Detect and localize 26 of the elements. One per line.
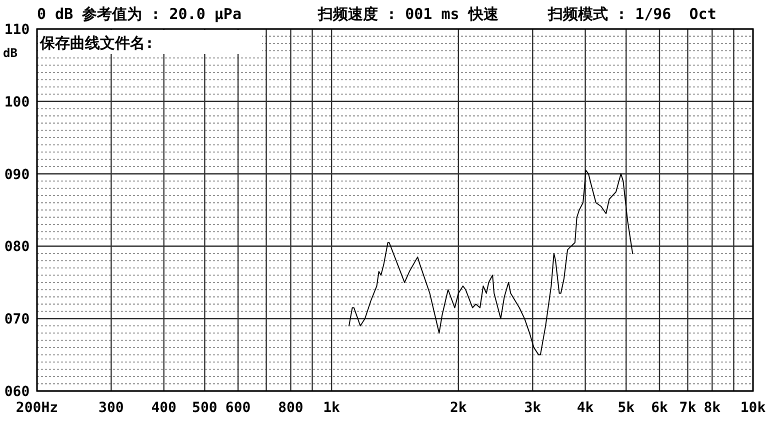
x-tick-label: 10k (740, 400, 766, 416)
x-tick-label: 4k (576, 400, 594, 416)
x-tick-label: 600 (225, 400, 251, 416)
annotation: 保存曲线文件名: (40, 34, 154, 52)
y-tick-label: 060 (4, 384, 30, 400)
annotation: 扫频模式 : 1/96 Oct (548, 5, 716, 23)
y-tick-label: 100 (4, 94, 30, 110)
x-tick-label: 200Hz (16, 400, 58, 416)
x-tick-label: 400 (151, 400, 176, 416)
x-tick-label: 1k (323, 400, 340, 416)
x-tick-label: 500 (192, 400, 218, 416)
x-tick-label: 6k (651, 400, 668, 416)
x-tick-label: 800 (278, 400, 304, 416)
y-tick-label: 090 (4, 166, 30, 183)
x-tick-label: 8k (704, 400, 721, 416)
x-tick-label: 5k (618, 400, 635, 416)
x-tick-label: 300 (98, 400, 124, 416)
x-tick-label: 2k (450, 400, 467, 416)
x-tick-label: 3k (524, 400, 542, 416)
x-tick-label: 7k (679, 400, 696, 416)
annotation: 扫频速度 : 001 ms 快速 (318, 5, 498, 23)
title: 0 dB 参考值为 : 20.0 μPa (37, 5, 242, 23)
y-tick-label: 080 (4, 239, 30, 256)
y-tick-label: 070 (4, 312, 30, 328)
y-tick-label: 110 (4, 22, 30, 38)
ylabel: dB (3, 46, 18, 60)
